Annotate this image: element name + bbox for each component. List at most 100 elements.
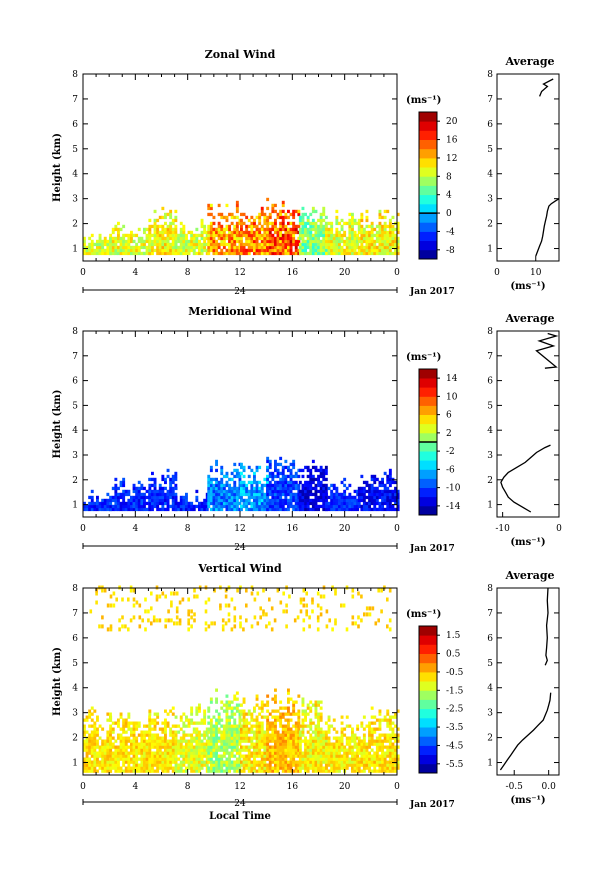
heatmap-cell (365, 745, 369, 749)
heatmap-cell (253, 597, 257, 602)
heatmap-cell (132, 615, 136, 620)
heatmap-cell (373, 730, 377, 734)
heatmap-cell (96, 501, 99, 506)
heatmap-cell (242, 748, 246, 752)
heatmap-cell (151, 248, 154, 253)
heatmap-cell (200, 230, 204, 235)
heatmap-cell (164, 624, 167, 629)
heatmap-cell (274, 480, 277, 485)
x-tick-label: 0 (80, 524, 86, 534)
heatmap-cell (394, 769, 397, 773)
heatmap-cell (127, 754, 131, 758)
heatmap-cell (140, 486, 144, 491)
heatmap-cell (262, 588, 265, 593)
heatmap-cell (309, 486, 313, 491)
heatmap-cell (228, 489, 231, 494)
heatmap-cell (276, 236, 280, 241)
heatmap-cell (258, 480, 262, 485)
heatmap-cell (319, 495, 323, 500)
heatmap-cell (306, 706, 310, 710)
heatmap-cell (274, 721, 277, 725)
heatmap-cell (373, 486, 377, 491)
heatmap-cell (279, 715, 283, 719)
heatmap-cell (363, 612, 366, 617)
heatmap-cell (311, 209, 315, 214)
heatmap-cell (114, 236, 118, 241)
heatmap-cell (132, 721, 136, 725)
heatmap-cell (148, 507, 152, 512)
heatmap-cell (150, 621, 153, 626)
heatmap-cell (240, 486, 243, 491)
heatmap-cell (124, 757, 128, 761)
heatmap-cell (324, 730, 328, 734)
heatmap-cell (212, 736, 216, 740)
heatmap-cell (289, 754, 293, 758)
heatmap-cell (240, 739, 243, 743)
heatmap-cell (143, 724, 146, 728)
heatmap-cell (109, 718, 113, 722)
heatmap-cell (276, 715, 280, 719)
y-tick-label: 8 (72, 70, 78, 80)
heatmap-cell (220, 212, 224, 217)
heatmap-cell (287, 736, 290, 740)
heatmap-cell (258, 712, 262, 716)
heatmap-cell (169, 245, 173, 250)
heatmap-cell (292, 504, 296, 509)
heatmap-cell (298, 724, 302, 728)
heatmap-cell (238, 248, 242, 253)
heatmap-cell (235, 748, 239, 752)
heatmap-cell (357, 218, 361, 223)
heatmap-cell (88, 748, 92, 752)
heatmap-cell (238, 703, 242, 707)
heatmap-cell (137, 501, 141, 506)
heatmap-cell (383, 248, 387, 253)
heatmap-cell (145, 501, 149, 506)
heatmap-cell (351, 769, 354, 773)
heatmap-cell (391, 215, 395, 220)
heatmap-cell (195, 245, 199, 250)
heatmap-cell (301, 757, 305, 761)
heatmap-cell (161, 766, 165, 770)
heatmap-cell (233, 239, 237, 244)
heatmap-cell (171, 492, 175, 497)
heatmap-cell (83, 730, 86, 734)
colorbar-swatch (419, 745, 437, 755)
heatmap-cell (111, 736, 115, 740)
heatmap-cell (357, 748, 361, 752)
heatmap-cell (169, 251, 173, 256)
heatmap-cell (215, 745, 218, 749)
heatmap-cell (225, 739, 229, 743)
heatmap-cell (166, 766, 170, 770)
heatmap-cell (235, 468, 239, 473)
heatmap-cell (289, 233, 293, 238)
heatmap-cell (250, 221, 254, 226)
heatmap-cell (386, 492, 390, 497)
heatmap-cell (338, 748, 341, 752)
heatmap-cell (271, 769, 275, 773)
heatmap-cell (301, 248, 305, 253)
heatmap-cell (340, 715, 344, 719)
heatmap-cell (207, 748, 211, 752)
heatmap-cell (171, 733, 175, 737)
heatmap-cell (325, 245, 328, 250)
heatmap-cell (185, 501, 188, 506)
heatmap-cell (101, 742, 105, 746)
heatmap-cell (161, 763, 165, 767)
heatmap-cell (330, 757, 334, 761)
heatmap-cell (156, 230, 160, 235)
heatmap-cell (281, 203, 285, 208)
heatmap-cell (266, 221, 270, 226)
heatmap-cell (381, 498, 384, 503)
heatmap-cell (306, 474, 310, 479)
heatmap-cell (200, 507, 204, 512)
heatmap-cell (169, 233, 173, 238)
heatmap-cell (215, 507, 218, 512)
heatmap-cell (306, 483, 310, 488)
heatmap-cell (230, 248, 234, 253)
heatmap-cell (343, 495, 347, 500)
heatmap-cell (362, 248, 366, 253)
heatmap-cell (327, 739, 331, 743)
heatmap-cell (370, 489, 374, 494)
heatmap-cell (360, 504, 364, 509)
heatmap-cell (292, 757, 296, 761)
